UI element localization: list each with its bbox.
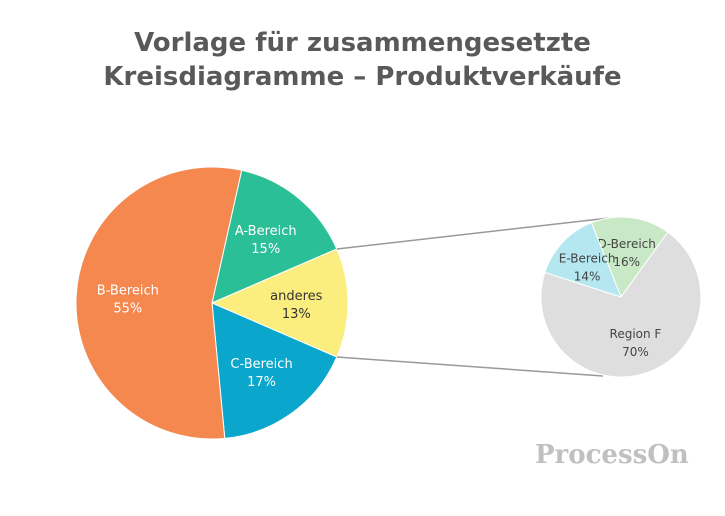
secondary-slice-d-bereich [590, 216, 669, 299]
main-slice-value-a-bereich: 15% [251, 242, 280, 257]
main-slice-a-bereich [211, 169, 338, 304]
secondary-slice-value-e-bereich: 14% [574, 269, 601, 283]
main-slice-value-anderes: 13% [282, 307, 311, 322]
secondary-slice-label-d-bereich: D-Bereich [598, 237, 656, 251]
main-slice-value-c-bereich: 17% [247, 375, 276, 390]
secondary-slice-value-d-bereich: 16% [613, 255, 640, 269]
chart-title: Vorlage für zusammengesetzte Kreisdiagra… [0, 26, 725, 94]
main-slice-value-b-bereich: 55% [113, 302, 142, 317]
secondary-slice-value-region-f: 70% [622, 345, 649, 359]
secondary-slice-label-e-bereich: E-Bereich [559, 251, 616, 265]
main-slice-b-bereich [75, 166, 243, 440]
main-slice-label-b-bereich: B-Bereich [97, 284, 159, 299]
main-pie: A-Bereich 15% anderes 13% C-Bereich 17% B-Bere… [75, 166, 349, 440]
chart-title-line-2: Kreisdiagramme – Produktverkäufe [103, 62, 622, 92]
main-slice-label-anderes: anderes [270, 289, 323, 304]
secondary-pie: D-Bereich 16% Region F 70% E-Bereich 14% [540, 216, 702, 378]
secondary-slice-label-region-f: Region F [610, 327, 662, 341]
watermark-logo: ProcessOn [535, 440, 689, 470]
main-slice-c-bereich [211, 302, 338, 439]
main-slice-anderes [210, 248, 349, 358]
secondary-slice-e-bereich [544, 222, 622, 298]
connector-line-bottom [336, 356, 604, 377]
chart-title-line-1: Vorlage für zusammengesetzte [134, 28, 591, 58]
connector-line-top [336, 217, 610, 250]
main-slice-label-c-bereich: C-Bereich [230, 357, 292, 372]
connector-lines [336, 217, 610, 377]
secondary-slice-region-f [540, 231, 702, 378]
main-slice-label-a-bereich: A-Bereich [235, 224, 297, 239]
